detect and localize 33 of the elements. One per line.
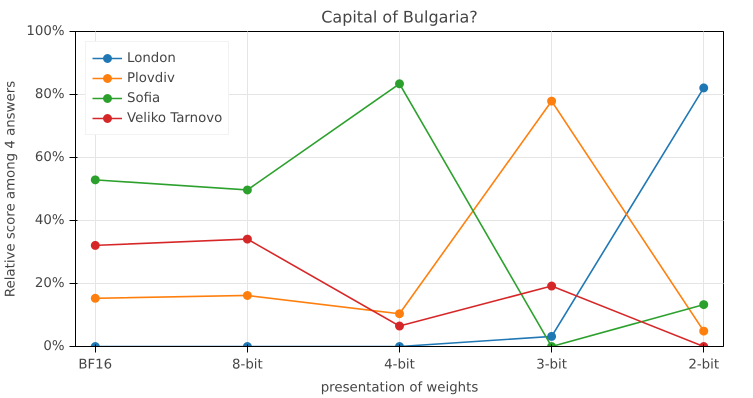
legend-label: Veliko Tarnovo xyxy=(127,110,222,126)
legend-label: London xyxy=(127,50,176,66)
point xyxy=(90,240,100,250)
x-tick-label: 3-bit xyxy=(536,358,567,372)
point xyxy=(395,309,404,318)
y-tick-label: 100% xyxy=(26,24,65,39)
chart-title: Capital of Bulgaria? xyxy=(321,8,478,26)
point xyxy=(547,332,556,341)
y-tick-label: 20% xyxy=(34,276,64,291)
point xyxy=(242,290,252,300)
point xyxy=(699,326,708,336)
x-tick-label: 4-bit xyxy=(384,358,415,372)
y-axis-title: Relative score among 4 answers xyxy=(3,80,18,298)
x-tick-label: 8-bit xyxy=(232,358,263,372)
x-tick-label: BF16 xyxy=(78,358,112,372)
y-tick-label: 40% xyxy=(34,213,64,228)
point xyxy=(547,282,556,291)
point xyxy=(90,294,100,303)
y-tick-label: 0% xyxy=(43,339,65,354)
point xyxy=(699,300,708,310)
x-axis-title: presentation of weights xyxy=(320,380,478,396)
legend-label: Sofia xyxy=(127,90,160,106)
legend-label: Plovdiv xyxy=(127,70,175,86)
point xyxy=(699,83,708,92)
point xyxy=(395,322,404,331)
point xyxy=(242,234,252,244)
point xyxy=(547,96,556,106)
y-tick-label: 60% xyxy=(34,150,64,165)
point xyxy=(90,175,100,184)
point xyxy=(242,185,252,194)
x-tick-label: 2-bit xyxy=(688,358,720,372)
point xyxy=(395,79,404,88)
y-tick-label: 80% xyxy=(34,87,64,102)
